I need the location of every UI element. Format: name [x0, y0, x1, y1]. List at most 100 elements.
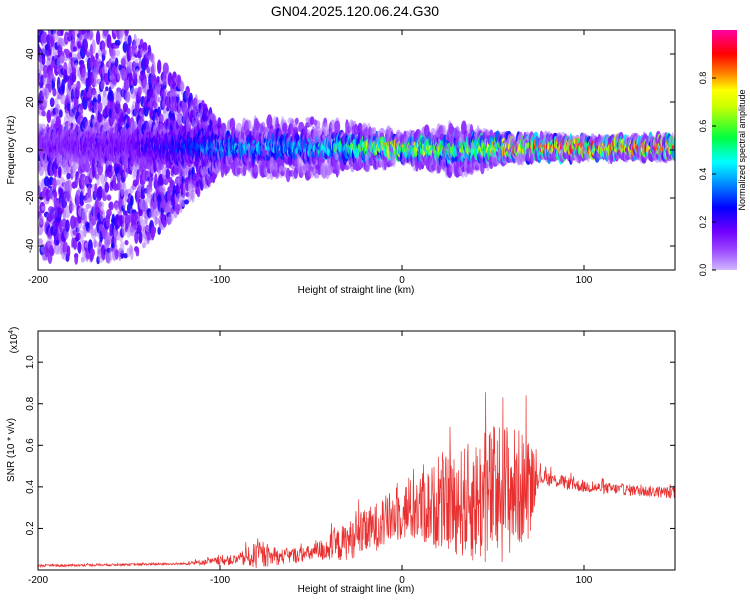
- heatmap-cell: [38, 180, 42, 194]
- heatmap-cell: [247, 120, 252, 130]
- heatmap-cell: [95, 30, 101, 45]
- heatmap-cell: [95, 52, 99, 60]
- heatmap-cell: [97, 102, 103, 113]
- heatmap-cell: [124, 240, 129, 246]
- heatmap-cell: [64, 205, 71, 219]
- heatmap-cell: [42, 77, 49, 86]
- heatmap-cell: [151, 226, 157, 235]
- heatmap-cell: [98, 201, 105, 209]
- heatmap-cell: [108, 201, 114, 211]
- heatmap-cell: [102, 49, 107, 56]
- heatmap-cell: [41, 205, 46, 211]
- heatmap-cell: [71, 170, 77, 179]
- heatmap-cell: [84, 160, 90, 173]
- heatmap-cell: [71, 66, 77, 76]
- heatmap-cell: [59, 46, 63, 52]
- heatmap-cell: [73, 45, 78, 52]
- heatmap-cell: [101, 93, 108, 107]
- heatmap-cell: [107, 164, 113, 172]
- heatmap-cell: [91, 39, 96, 55]
- heatmap-cell: [105, 86, 109, 92]
- heatmap-cell: [114, 57, 119, 68]
- heatmap-cell: [60, 93, 66, 105]
- heatmap-cell: [55, 179, 60, 186]
- heatmap-cell: [155, 217, 159, 224]
- heatmap-cell: [105, 213, 110, 228]
- heatmap-cell: [38, 238, 43, 245]
- heatmap-cell: [124, 90, 131, 103]
- heatmap-cell: [119, 30, 125, 37]
- heatmap-cell: [53, 191, 58, 198]
- heatmap-cell: [45, 188, 51, 202]
- heatmap-cell: [144, 197, 150, 204]
- heatmap-cell: [79, 200, 84, 206]
- heatmap-cell: [135, 68, 139, 75]
- heatmap-cell: [81, 30, 87, 36]
- heatmap-cell: [138, 231, 143, 244]
- heatmap-cell: [130, 195, 134, 207]
- heatmap-cell: [135, 246, 140, 257]
- heatmap-cell: [179, 82, 185, 91]
- heatmap-cell: [90, 248, 95, 258]
- heatmap-cell: [94, 73, 98, 88]
- heatmap-cell: [60, 30, 64, 37]
- heatmap-cell: [126, 107, 131, 115]
- heatmap-cell: [157, 59, 162, 74]
- heatmap-cell: [97, 186, 104, 199]
- heatmap-cell: [148, 186, 153, 193]
- heatmap-cell: [41, 55, 46, 66]
- heatmap-cell: [66, 245, 71, 258]
- heatmap-cell: [171, 114, 175, 122]
- heatmap-cell: [93, 240, 98, 248]
- heatmap-cell: [66, 102, 71, 112]
- heatmap-cell: [67, 179, 72, 195]
- heatmap-cell: [74, 62, 78, 69]
- heatmap-cells: [38, 30, 675, 265]
- heatmap-cell: [38, 215, 44, 225]
- heatmap-cell: [88, 86, 93, 97]
- heatmap-cell: [104, 181, 110, 193]
- heatmap-cell: [119, 241, 125, 254]
- heatmap-cell: [80, 106, 84, 120]
- heatmap-cell: [58, 169, 62, 179]
- heatmap-cell: [49, 97, 55, 108]
- heatmap-cell: [106, 209, 112, 217]
- heatmap-cell: [41, 110, 46, 117]
- heatmap-cell: [50, 36, 54, 47]
- page-title: GN04.2025.120.06.24.G30: [271, 3, 439, 19]
- heatmap-cell: [73, 163, 77, 172]
- heatmap-cell: [294, 117, 299, 125]
- heatmap-cell: [83, 212, 87, 225]
- heatmap-cell: [52, 76, 57, 83]
- heatmap-cell: [140, 193, 146, 200]
- heatmap-cell: [69, 202, 75, 212]
- heatmap-cell: [100, 173, 105, 184]
- heatmap-cell: [110, 49, 117, 60]
- heatmap-cell: [106, 233, 112, 246]
- heatmap-cell: [101, 41, 106, 50]
- heatmap-cell: [79, 229, 84, 243]
- heatmap-cell: [65, 219, 70, 233]
- heatmap-cell: [96, 177, 100, 186]
- heatmap-cell: [76, 80, 81, 91]
- heatmap-cell: [82, 38, 88, 53]
- heatmap-cell: [89, 30, 94, 41]
- heatmap-cell: [92, 89, 98, 101]
- heatmap-cell: [127, 34, 132, 47]
- heatmap-cell: [52, 87, 57, 97]
- heatmap-cell: [72, 30, 76, 42]
- heatmap-cell: [74, 254, 79, 265]
- heatmap-cell: [106, 194, 112, 201]
- heatmap-cell: [87, 185, 92, 199]
- heatmap-cell: [66, 172, 71, 180]
- heatmap-cell: [115, 49, 120, 57]
- heatmap-cell: [43, 69, 48, 79]
- heatmap-cell: [69, 196, 73, 204]
- heatmap-cell: [41, 31, 48, 44]
- heatmap-cell: [61, 79, 65, 93]
- heatmap-cell: [77, 241, 82, 254]
- heatmap-cell: [112, 78, 117, 85]
- heatmap-cell: [289, 118, 296, 124]
